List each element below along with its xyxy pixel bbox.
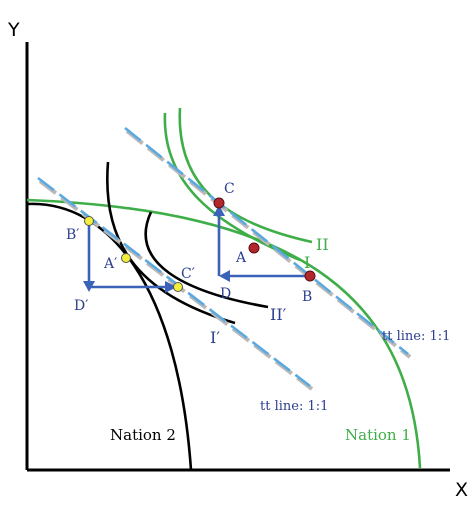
label-nation1: Nation 1 — [345, 426, 411, 444]
nation2-consumption-post-point — [173, 282, 183, 292]
label-nation1-ic-high: II — [316, 235, 329, 254]
axes: Y X — [7, 19, 468, 501]
nation1-production-point — [304, 270, 316, 282]
label-nation2-ic-low: I′ — [210, 328, 220, 347]
nation2-consumption-pre-point — [121, 253, 131, 263]
nation2-indifference-curve-high — [144, 211, 269, 309]
nation2-production-point — [84, 216, 94, 226]
label-b: B — [302, 289, 312, 305]
nation1-indifference-curve-low — [163, 112, 301, 262]
nation1-trade-triangle — [213, 205, 308, 282]
label-a-prime: A′ — [103, 256, 117, 272]
nation1-consumption-post-point — [213, 197, 225, 209]
label-a: A — [235, 250, 247, 266]
label-b-prime: B′ — [66, 227, 79, 243]
label-d: D — [220, 286, 231, 302]
label-nation1-tt-line: tt line: 1:1 — [382, 329, 450, 344]
label-nation2: Nation 2 — [110, 426, 176, 444]
label-nation2-ic-high: II′ — [270, 305, 287, 324]
label-c-prime: C′ — [181, 266, 195, 282]
y-axis-label: Y — [7, 19, 20, 41]
nation2-indifference-curve-low — [106, 161, 236, 325]
nation2-trade-triangle — [83, 223, 177, 293]
nation1-consumption-pre-point — [248, 242, 260, 254]
label-d-prime: D′ — [74, 298, 88, 314]
label-nation2-tt-line: tt line: 1:1 — [260, 399, 328, 414]
x-axis-label: X — [455, 479, 468, 501]
nation1-tt-line — [124, 126, 412, 359]
label-nation1-ic-low: I — [304, 253, 310, 272]
nation1-production-frontier — [26, 198, 422, 469]
label-c: C — [224, 181, 235, 197]
